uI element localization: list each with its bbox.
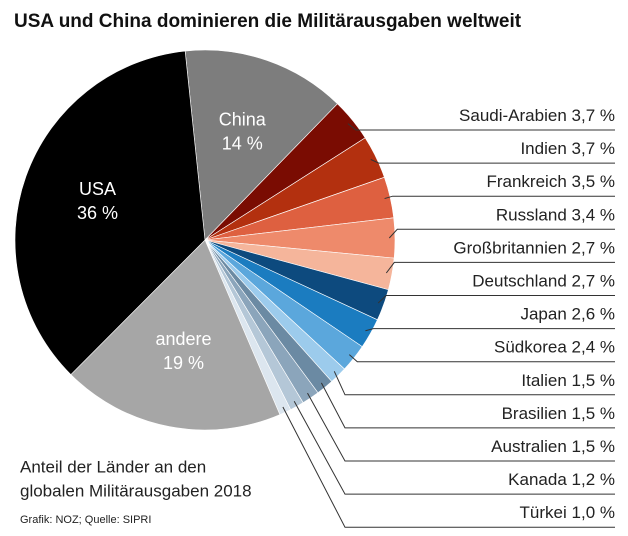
label-value: 2,6 % — [572, 305, 615, 324]
leader-line — [293, 401, 615, 495]
slice-label: USA 36 % — [77, 179, 118, 223]
leader-line — [320, 382, 615, 429]
slice-name: andere — [156, 329, 212, 349]
label-name: Deutschland — [472, 272, 567, 291]
label-value: 1,5 % — [572, 437, 615, 456]
slice-name: USA — [79, 179, 116, 199]
chart-title: USA und China dominieren die Militärausg… — [14, 11, 522, 32]
leader-line — [348, 354, 615, 363]
leader-line — [388, 228, 615, 239]
label-value: 3,7 % — [572, 106, 615, 125]
label-value: 2,7 % — [572, 239, 615, 258]
outer-label: Italien 1,5 % — [521, 371, 615, 390]
label-name: Brasilien — [502, 404, 567, 423]
slice-value: 36 % — [77, 203, 118, 223]
label-name: Türkei — [520, 504, 567, 523]
label-value: 1,5 % — [572, 404, 615, 423]
label-name: Großbritannien — [453, 239, 566, 258]
label-name: Italien — [521, 371, 566, 390]
slice-value: 14 % — [222, 133, 263, 153]
label-name: Indien — [520, 140, 566, 159]
label-value: 2,7 % — [572, 272, 615, 291]
leader-line — [384, 195, 615, 200]
outer-label: Großbritannien 2,7 % — [453, 239, 615, 258]
pie-slice — [184, 49, 338, 241]
outer-label: Frankreich 3,5 % — [486, 173, 615, 192]
label-name: Russland — [496, 206, 567, 225]
pie-slice — [70, 239, 281, 431]
leader-line — [307, 392, 615, 462]
leader-line — [282, 406, 615, 528]
pie — [14, 49, 396, 431]
label-value: 1,5 % — [572, 371, 615, 390]
outer-label: Türkei 1,0 % — [520, 504, 615, 523]
leader-line — [347, 123, 615, 131]
subtitle: Anteil der Länder an den — [20, 457, 206, 476]
leader-line — [377, 295, 615, 304]
outer-label: Brasilien 1,5 % — [502, 404, 615, 423]
label-value: 3,4 % — [572, 206, 615, 225]
outer-label: Russland 3,4 % — [496, 206, 615, 225]
slice-label: China 14 % — [219, 109, 267, 153]
label-name: Frankreich — [486, 173, 566, 192]
slice-name: China — [219, 109, 267, 129]
slice-label: andere 19 % — [156, 329, 212, 373]
outer-label: Indien 3,7 % — [520, 140, 615, 159]
label-value: 3,7 % — [572, 140, 615, 159]
label-value: 3,5 % — [572, 173, 615, 192]
label-value: 2,4 % — [572, 338, 615, 357]
slice-value: 19 % — [163, 353, 204, 373]
source: Grafik: NOZ; Quelle: SIPRI — [20, 514, 151, 526]
leader-line — [385, 261, 615, 274]
outer-label: Japan 2,6 % — [520, 305, 615, 324]
label-value: 1,2 % — [572, 471, 615, 490]
label-name: Australien — [491, 437, 567, 456]
pie-slice — [14, 50, 206, 375]
label-name: Kanada — [508, 471, 567, 490]
label-name: Südkorea — [494, 338, 567, 357]
label-name: Japan — [520, 305, 566, 324]
outer-label: Südkorea 2,4 % — [494, 338, 615, 357]
subtitle: globalen Militärausgaben 2018 — [20, 481, 252, 500]
outer-label: Saudi-Arabien 3,7 % — [459, 106, 615, 125]
outer-label: Kanada 1,2 % — [508, 471, 615, 490]
outer-label: Deutschland 2,7 % — [472, 272, 615, 291]
leader-line — [365, 328, 615, 332]
label-name: Saudi-Arabien — [459, 106, 567, 125]
leader-line — [370, 159, 615, 164]
outer-label: Australien 1,5 % — [491, 437, 615, 456]
label-value: 1,0 % — [572, 504, 615, 523]
leader-line — [333, 371, 615, 396]
